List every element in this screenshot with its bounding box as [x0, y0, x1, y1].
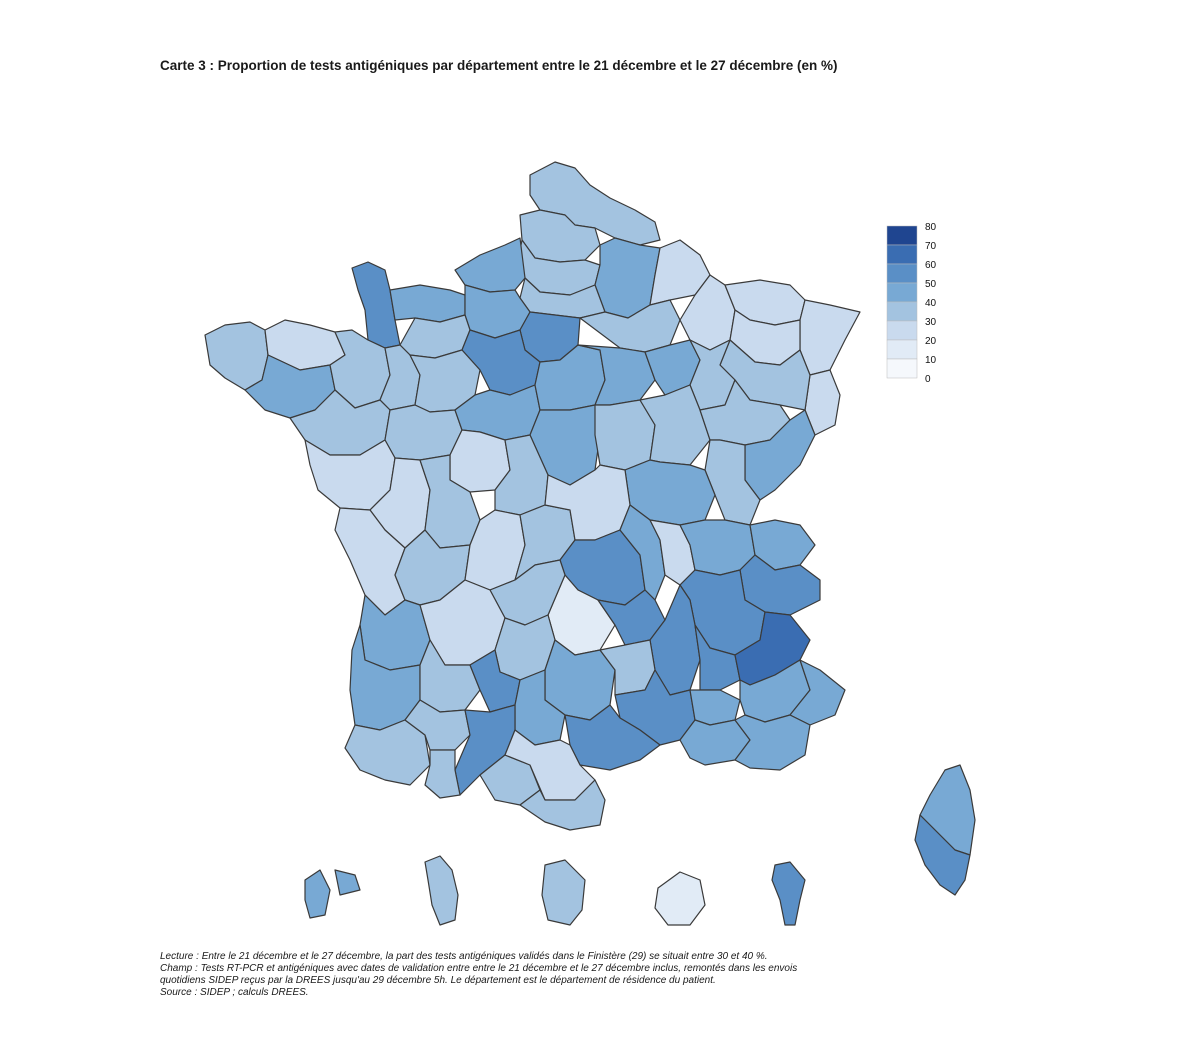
legend-swatch-20-30 — [886, 320, 918, 341]
legend-tick-50: 50 — [925, 279, 937, 290]
legend-tick-0: 0 — [925, 374, 931, 385]
region-alpes-maritimes — [789, 659, 846, 726]
region-corse-sud — [914, 814, 971, 896]
legend: 80 70 60 50 40 30 20 10 0 — [886, 222, 937, 385]
region-reunion — [654, 871, 706, 926]
note-champ-1: Champ : Tests RT-PCR et antigéniques ave… — [160, 963, 798, 974]
metropolitan-france — [204, 161, 976, 896]
legend-tick-40: 40 — [925, 298, 937, 309]
region-drome — [694, 624, 741, 691]
legend-swatch-50-60 — [886, 263, 918, 284]
region-var — [734, 714, 811, 771]
region-calvados — [389, 284, 466, 323]
region-cote-or — [639, 384, 711, 466]
legend-swatch-40-50 — [886, 282, 918, 303]
legend-swatch-30-40 — [886, 301, 918, 322]
region-vaucluse — [689, 689, 741, 726]
region-marne — [579, 299, 681, 353]
region-pyrenees-orientales — [519, 779, 606, 831]
note-lecture: Lecture : Entre le 21 décembre et le 27 … — [160, 951, 768, 962]
region-guadeloupe — [304, 869, 361, 919]
region-allier — [544, 464, 631, 541]
footnotes: Lecture : Entre le 21 décembre et le 27 … — [160, 951, 960, 999]
region-bas-rhin — [799, 299, 861, 376]
legend-tick-30: 30 — [925, 317, 937, 328]
note-source: Source : SIDEP ; calculs DREES. — [160, 987, 309, 998]
region-guyane — [541, 859, 586, 926]
legend-tick-80: 80 — [925, 222, 937, 233]
legend-tick-60: 60 — [925, 260, 937, 271]
region-maine-loire — [384, 404, 463, 461]
legend-swatch-70-80 — [886, 225, 918, 246]
legend-tick-10: 10 — [925, 355, 937, 366]
note-champ-2: quotidiens SIDEP reçus par la DREES jusq… — [160, 975, 716, 986]
region-mayotte — [771, 861, 806, 926]
region-seine-maritime — [454, 237, 526, 293]
map-title: Carte 3 : Proportion de tests antigéniqu… — [160, 58, 838, 73]
legend-tick-20: 20 — [925, 336, 937, 347]
region-hautes-pyrenees — [424, 749, 461, 799]
region-martinique — [424, 855, 459, 926]
legend-swatch-0-10 — [886, 358, 918, 379]
legend-tick-70: 70 — [925, 241, 937, 252]
legend-swatch-10-20 — [886, 339, 918, 360]
region-pyrenees-atlantiques — [344, 719, 431, 786]
overseas-departments — [304, 855, 806, 926]
legend-swatch-60-70 — [886, 244, 918, 265]
region-finistere — [204, 321, 269, 391]
